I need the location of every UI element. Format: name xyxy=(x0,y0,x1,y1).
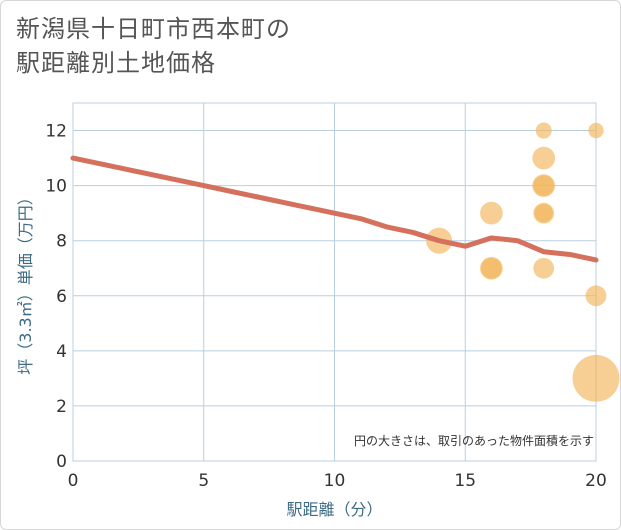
axes: 0 5 10 15 20 0 2 4 6 8 10 12 xyxy=(45,122,606,491)
y-tick-label: 2 xyxy=(56,397,67,417)
bubble-point xyxy=(481,257,502,279)
bubble-point xyxy=(535,122,552,139)
x-axis-label: 駅距離（分） xyxy=(286,500,382,519)
x-tick-label: 20 xyxy=(585,471,607,491)
y-tick-label: 4 xyxy=(56,342,67,362)
bubble-point xyxy=(532,146,556,170)
chart-title-line2: 駅距離別土地価格 xyxy=(16,49,216,77)
bubble-point xyxy=(585,285,607,307)
y-tick-label: 8 xyxy=(56,232,67,252)
grid-lines xyxy=(72,102,597,462)
y-tick-label: 0 xyxy=(56,452,67,472)
bubble-point xyxy=(588,122,604,139)
bubble-point xyxy=(534,203,553,223)
chart-title-line1: 新潟県十日町市西本町の xyxy=(16,15,291,43)
bubble-series xyxy=(426,122,620,402)
x-tick-label: 10 xyxy=(324,471,346,491)
trend-line xyxy=(70,155,599,263)
x-tick-label: 15 xyxy=(454,471,476,491)
size-annotation: 円の大きさは、取引のあった物件面積を示す xyxy=(354,433,594,448)
x-tick-label: 0 xyxy=(68,471,79,491)
y-axis-label: 坪（3.3㎡）単価（万円） xyxy=(16,189,35,374)
y-tick-label: 12 xyxy=(45,122,67,142)
chart-title: 新潟県十日町市西本町の 駅距離別土地価格 xyxy=(16,12,576,80)
bubble-point xyxy=(533,175,555,196)
y-tick-label: 10 xyxy=(45,177,67,197)
x-tick-label: 5 xyxy=(198,471,209,491)
y-tick-label: 6 xyxy=(56,287,67,307)
bubble-point xyxy=(572,354,620,402)
bubble-point xyxy=(480,201,503,225)
bubble-point xyxy=(533,257,555,279)
plot-frame xyxy=(72,102,597,462)
line-series xyxy=(70,155,599,263)
